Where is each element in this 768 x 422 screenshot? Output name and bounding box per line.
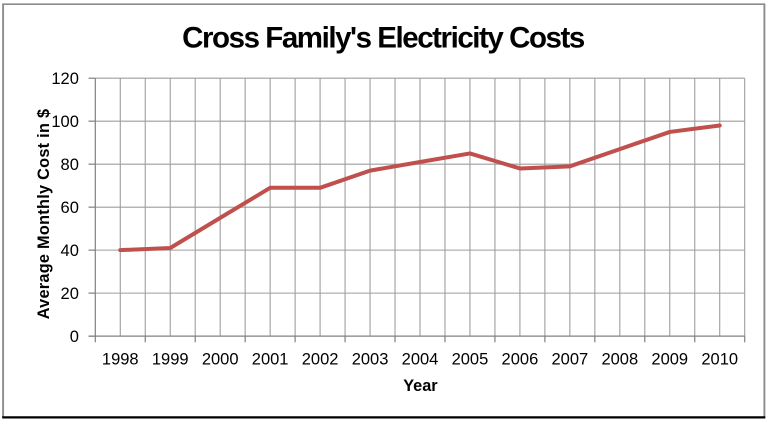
svg-text:2002: 2002 [302,350,339,368]
svg-text:120: 120 [51,70,79,88]
svg-text:2009: 2009 [651,350,688,368]
svg-text:2010: 2010 [701,350,738,368]
svg-text:2006: 2006 [502,350,539,368]
svg-text:2007: 2007 [552,350,589,368]
svg-text:80: 80 [61,156,79,174]
svg-text:60: 60 [61,199,79,217]
svg-text:40: 40 [61,242,79,260]
svg-text:0: 0 [70,328,79,346]
svg-text:2004: 2004 [402,350,439,368]
svg-text:2008: 2008 [601,350,638,368]
svg-text:2005: 2005 [452,350,489,368]
svg-text:Cross Family's Electricity Cos: Cross Family's Electricity Costs [182,22,585,55]
svg-text:Year: Year [403,377,438,395]
svg-text:2001: 2001 [252,350,289,368]
svg-text:100: 100 [51,113,79,131]
svg-text:Average Monthly Cost in $: Average Monthly Cost in $ [35,109,53,320]
svg-text:1999: 1999 [152,350,189,368]
svg-text:2000: 2000 [202,350,239,368]
svg-text:1998: 1998 [102,350,139,368]
svg-text:2003: 2003 [352,350,389,368]
svg-text:20: 20 [61,285,79,303]
